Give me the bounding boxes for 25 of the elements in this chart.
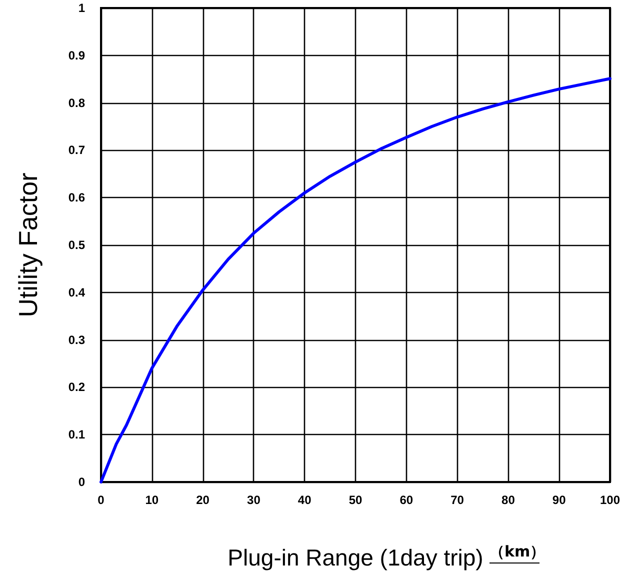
- y-tick-label: 0.8: [68, 96, 86, 110]
- y-tick-label: 0.7: [68, 143, 86, 158]
- y-tick-label: 0.6: [68, 190, 86, 205]
- y-tick-label: 1: [78, 1, 86, 15]
- x-axis-title: Plug-in Range (1day trip): [228, 544, 484, 570]
- y-tick-label: 0: [78, 475, 86, 489]
- y-axis-title: Utility Factor: [13, 172, 43, 318]
- y-tick-label: 0.5: [68, 238, 86, 252]
- x-tick-label: 50: [348, 493, 362, 507]
- x-tick-label: 90: [552, 493, 566, 507]
- y-tick-label: 0.1: [68, 428, 86, 442]
- x-tick-label: 0: [98, 493, 105, 507]
- x-tick-label: 30: [247, 493, 261, 507]
- x-tick-label: 40: [298, 493, 312, 507]
- x-tick-label: 70: [450, 493, 464, 507]
- x-tick-label: 10: [145, 493, 159, 507]
- x-tick-label: 100: [600, 493, 620, 507]
- x-tick-label: 20: [196, 493, 210, 507]
- y-tick-label: 0.9: [68, 48, 86, 62]
- text: （km）: [490, 542, 546, 560]
- x-tick-label: 80: [502, 493, 516, 507]
- y-tick-label: 0.3: [68, 332, 86, 347]
- y-tick-label: 0.4: [68, 285, 86, 300]
- y-tick-label: 0.2: [68, 380, 86, 394]
- x-tick-label: 60: [400, 493, 414, 507]
